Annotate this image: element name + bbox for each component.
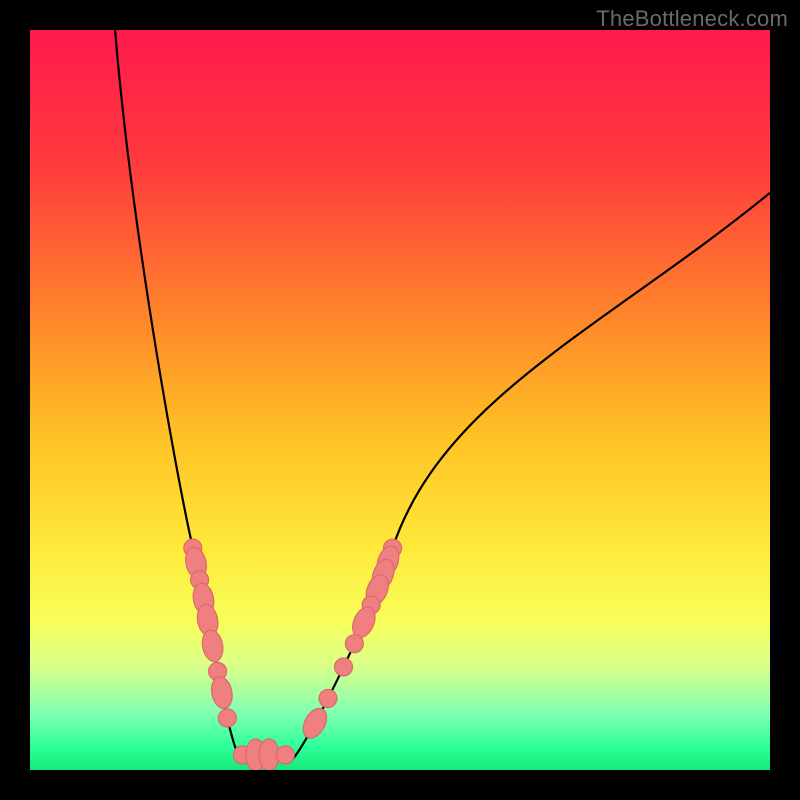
chart-container: TheBottleneck.com [0, 0, 800, 800]
marker-dot [345, 635, 363, 653]
bottleneck-chart [0, 0, 800, 800]
watermark-text: TheBottleneck.com [596, 6, 788, 32]
marker-dot [218, 709, 236, 727]
marker-dot [276, 746, 294, 764]
gradient-panel [30, 30, 770, 770]
marker-dot [319, 689, 337, 707]
marker-dot [335, 658, 353, 676]
